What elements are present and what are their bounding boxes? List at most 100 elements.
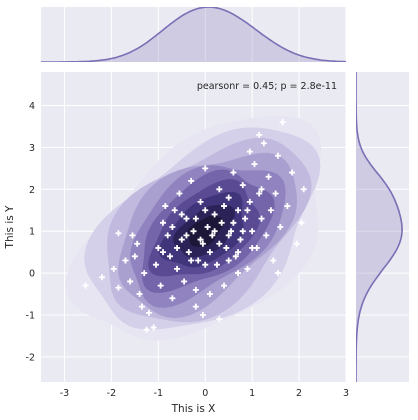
scatter-point: [192, 286, 199, 293]
x-tick-label: -2: [107, 388, 116, 399]
x-tick-label: 3: [343, 388, 349, 399]
scatter-point: [150, 324, 157, 331]
scatter-point: [202, 207, 209, 214]
scatter-point: [110, 265, 117, 272]
scatter-point: [160, 219, 166, 226]
x-tick-label: 1: [249, 388, 255, 399]
scatter-point: [82, 282, 89, 289]
x-tick-label: -3: [60, 388, 69, 399]
scatter-point: [160, 249, 166, 256]
scatter-point: [176, 190, 183, 197]
scatter-point: [221, 203, 227, 210]
scatter-point: [284, 203, 291, 210]
x-axis-label: This is X: [171, 403, 216, 415]
scatter-point: [174, 244, 181, 251]
scatter-point: [143, 326, 150, 333]
scatter-point: [263, 232, 270, 239]
y-tick-label: -2: [26, 352, 35, 363]
scatter-point: [242, 215, 249, 222]
scatter-point: [169, 224, 176, 230]
scatter-point: [293, 240, 300, 247]
scatter-points: [82, 119, 307, 333]
scatter-point: [225, 257, 232, 264]
scatter-point: [99, 274, 105, 281]
scatter-point: [199, 311, 206, 318]
scatter-point: [260, 140, 267, 147]
scatter-point: [122, 257, 129, 264]
top-kde-line: [41, 7, 346, 62]
scatter-point: [127, 278, 134, 285]
scatter-point: [129, 232, 136, 239]
scatter-point: [202, 261, 209, 268]
scatter-point: [145, 309, 152, 316]
scatter-point: [265, 173, 272, 180]
scatter-point: [190, 228, 197, 235]
scatter-point: [164, 232, 171, 239]
y-tick-label: 0: [29, 269, 35, 280]
scatter-point: [202, 165, 209, 172]
scatter-point: [115, 230, 122, 237]
x-tick-label: 0: [202, 388, 208, 399]
scatter-point: [188, 257, 195, 264]
y-tick-label: 1: [29, 227, 35, 238]
y-tick-label: -1: [26, 310, 35, 321]
right-marginal-grid: [356, 105, 409, 358]
x-tick-label: 2: [296, 388, 302, 399]
y-tick-label: 2: [29, 185, 35, 196]
scatter-point: [171, 207, 178, 214]
scatter-point: [181, 278, 188, 285]
scatter-point: [279, 119, 286, 126]
scatter-point: [237, 236, 244, 243]
scatter-point: [213, 261, 220, 268]
scatter-point: [256, 190, 263, 197]
scatter-point: [157, 282, 164, 289]
scatter-point: [162, 203, 169, 210]
scatter-point: [258, 215, 265, 222]
scatter-point: [246, 148, 253, 155]
scatter-point: [298, 219, 305, 226]
scatter-point: [249, 244, 256, 251]
scatter-point: [270, 257, 277, 264]
scatter-point: [204, 224, 211, 230]
scatter-point: [277, 224, 284, 230]
scatter-point: [195, 257, 202, 264]
scatter-point: [167, 253, 174, 260]
kde-level: [187, 215, 224, 247]
y-tick-label: 3: [29, 143, 35, 154]
right-kde-fill: [356, 72, 403, 382]
scatter-point: [209, 232, 216, 239]
scatter-point: [183, 215, 190, 222]
scatter-point: [300, 186, 307, 193]
scatter-point: [192, 303, 199, 310]
scatter-point: [206, 249, 213, 256]
scatter-point: [206, 291, 213, 298]
scatter-point: [225, 194, 232, 201]
scatter-point: [152, 261, 159, 268]
scatter-point: [174, 265, 181, 272]
scatter-point: [218, 219, 225, 226]
scatter-point: [251, 161, 258, 168]
scatter-point: [185, 249, 192, 256]
scatter-point: [267, 207, 274, 214]
scatter-point: [115, 284, 122, 291]
scatter-point: [239, 182, 246, 189]
scatter-point: [197, 198, 204, 205]
scatter-point: [197, 236, 204, 243]
scatter-point: [141, 270, 148, 277]
scatter-point: [211, 228, 218, 235]
scatter-point: [239, 228, 246, 235]
y-axis-label: This is Y: [4, 205, 16, 250]
scatter-point: [249, 228, 256, 235]
scatter-point: [225, 232, 232, 239]
scatter-point: [258, 186, 265, 193]
scatter-point: [244, 207, 251, 214]
scatter-point: [216, 240, 223, 247]
scatter-point: [183, 232, 190, 239]
right-kde-line: [356, 72, 403, 382]
scatter-point: [138, 303, 145, 310]
scatter-point: [136, 291, 143, 298]
scatter-point: [178, 236, 185, 243]
scatter-point: [155, 244, 162, 251]
scatter-point: [235, 270, 242, 277]
